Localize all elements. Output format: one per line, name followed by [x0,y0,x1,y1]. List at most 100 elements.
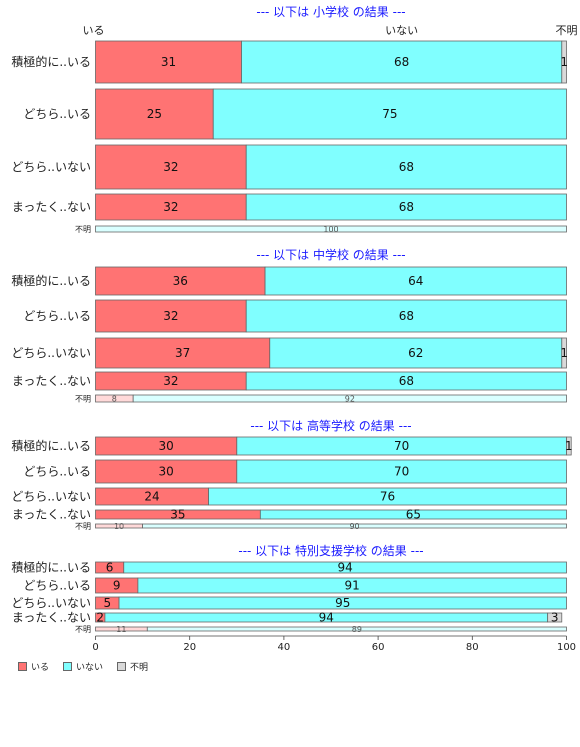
data-label-p0-r0-2: 1 [560,55,568,69]
bar-segment-p2-r1-1 [236,459,567,484]
bar-segment-p1-r2-0 [95,337,271,369]
legend-label-fumei: 不明 [130,663,149,673]
data-label-p0-r1-1: 75 [382,107,397,121]
bar-segment-p0-r4-1 [95,225,567,233]
data-label-p0-r2-1: 68 [399,160,414,174]
x-tick-label-5: 100 [557,642,576,650]
data-label-p1-r1-0: 32 [163,309,178,323]
data-label-p0-r0-1: 68 [394,55,409,69]
x-tick-label-0: 0 [92,642,98,650]
bar-segment-p0-r0-0 [95,40,242,84]
bar-segment-p2-r3-1 [259,509,567,520]
data-label-p0-r1-0: 25 [147,107,162,121]
bar-segment-p3-r2-1 [118,596,567,610]
data-label-p3-r3-2: 3 [551,611,559,625]
bar-segment-p1-r1-0 [95,299,247,333]
data-label-p2-r3-0: 35 [170,508,185,522]
bar-segment-p1-r4-1 [132,394,567,403]
bar-segment-p3-r0-1 [123,561,567,574]
data-label-p3-r1-1: 91 [345,579,360,593]
data-label-p1-r4-1: 92 [345,395,355,404]
row-label-p0-r2: どちら..いない [11,160,91,174]
row-label-p0-r1: どちら..いる [23,107,91,121]
row-label-p3-r0: 積極的に..いる [11,560,91,575]
bar-segment-p2-r2-1 [208,487,567,506]
legend-swatch-iru [18,662,27,671]
data-label-p0-r0-0: 31 [161,55,176,69]
bar-segment-p0-r2-0 [95,144,247,190]
row-label-p3-r4: 不明 [75,625,91,634]
row-label-p3-r2: どちら..いない [11,596,91,610]
data-label-p3-r1-0: 9 [113,579,121,593]
data-label-p3-r2-1: 95 [335,596,350,610]
data-label-p3-r0-1: 94 [337,561,352,575]
data-label-p1-r1-1: 68 [399,309,414,323]
data-label-p3-r3-0: 2 [96,611,104,625]
row-label-p0-r0: 積極的に..いる [11,54,91,69]
legend: いる いない 不明 [18,660,148,673]
data-label-p1-r2-0: 37 [175,346,190,360]
bar-segment-p0-r1-1 [212,88,567,140]
data-label-p1-r3-1: 68 [399,374,414,388]
data-label-p3-r4-0: 11 [116,625,126,634]
bar-segment-p0-r3-1 [245,193,567,221]
panel-title-0: --- 以下は 小学校 の結果 --- [256,4,405,19]
bar-segment-p2-r0-2 [566,436,572,456]
bar-segment-p0-r0-2 [561,40,567,84]
column-label-iru: いる [83,24,105,37]
legend-item-fumei: 不明 [117,660,148,673]
bar-segment-p2-r4-1 [142,523,567,529]
legend-item-inai: いない [63,660,103,673]
data-label-p3-r2-0: 5 [103,596,111,610]
bar-segment-p3-r3-2 [547,612,563,623]
row-label-p2-r3: まったく..ない [12,508,91,522]
legend-label-inai: いない [76,663,104,673]
row-label-p2-r0: 積極的に..いる [11,438,91,453]
data-label-p2-r1-1: 70 [394,465,409,479]
data-label-p2-r0-2: 1 [565,439,573,453]
data-label-p1-r2-2: 1 [560,346,568,360]
bar-segment-p1-r2-1 [269,337,563,369]
data-label-p1-r0-0: 36 [173,274,188,288]
bar-segment-p0-r2-1 [245,144,567,190]
x-tick-label-1: 20 [183,642,196,650]
legend-swatch-inai [63,662,73,671]
data-label-p0-r2-0: 32 [163,160,178,174]
panel-title-1: --- 以下は 中学校 の結果 --- [256,247,405,262]
legend-swatch-fumei [117,662,127,671]
data-label-p3-r3-1: 94 [319,611,334,625]
row-label-p1-r0: 積極的に..いる [11,273,91,288]
panel-title-2: --- 以下は 高等学校 の結果 --- [250,418,411,433]
bar-segment-p1-r1-1 [245,299,567,333]
bar-segment-p0-r0-1 [241,40,563,84]
row-label-p2-r4: 不明 [75,522,91,531]
bar-segment-p1-r3-1 [245,371,567,391]
x-tick-label-2: 40 [278,642,291,650]
row-label-p1-r4: 不明 [75,395,91,404]
data-label-p3-r4-1: 89 [352,625,362,634]
data-label-p2-r4-0: 10 [114,522,124,531]
data-label-p2-r4-1: 90 [349,522,359,531]
bar-segment-p0-r3-0 [95,193,247,221]
bar-segment-p1-r0-1 [264,266,567,296]
row-label-p1-r2: どちら..いない [11,346,91,360]
column-label-fumei: 不明 [556,24,578,37]
row-label-p0-r3: まったく..ない [12,200,91,214]
data-label-p2-r0-0: 30 [159,439,174,453]
data-label-p2-r0-1: 70 [394,439,409,453]
data-label-p2-r2-0: 24 [144,490,159,504]
bar-segment-p1-r2-2 [561,337,567,369]
row-label-p0-r4: 不明 [75,225,91,234]
legend-label-iru: いる [31,663,50,673]
row-label-p2-r2: どちら..いない [11,490,91,504]
data-label-p0-r3-0: 32 [163,200,178,214]
data-label-p2-r1-0: 30 [159,465,174,479]
data-label-p0-r3-1: 68 [399,200,414,214]
bar-segment-p3-r4-1 [146,626,567,632]
data-label-p1-r3-0: 32 [163,374,178,388]
panel-title-3: --- 以下は 特別支援学校 の結果 --- [238,543,423,558]
data-label-p1-r4-0: 8 [112,395,117,404]
data-label-p1-r2-1: 62 [408,346,423,360]
